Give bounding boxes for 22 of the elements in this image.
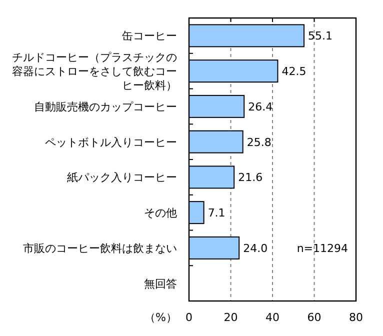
x-axis-title: （%） [144, 311, 177, 324]
x-tick-label: 20 [224, 311, 238, 324]
y-tick-label: 無回答 [144, 277, 177, 290]
x-tick-label: 80 [349, 311, 363, 324]
data-label: 24.0 [243, 242, 268, 255]
x-tick-label: 0 [186, 311, 192, 324]
data-label: 26.4 [248, 100, 273, 114]
x-tick-label: 60 [307, 311, 322, 324]
y-tick-label: 市販のコーヒー飲料は飲まない [23, 242, 177, 255]
data-label: 21.6 [238, 171, 263, 184]
x-tick-label: 40 [266, 311, 280, 324]
y-tick-label: 缶コーヒー [122, 30, 177, 43]
y-tick-label: その他 [144, 206, 177, 220]
y-tick-label: 自動販売機のカップコーヒー [34, 100, 177, 114]
y-tick-label: チルドコーヒー（プラスチックの容器にストローをさして飲むコーヒー飲料） [12, 51, 177, 92]
data-label: 7.1 [208, 206, 226, 220]
data-label: 55.1 [308, 30, 333, 43]
data-label: 42.5 [282, 65, 306, 78]
y-tick-label: ペットボトル入りコーヒー [45, 136, 177, 149]
y-tick-label: 紙パック入りコーヒー [67, 171, 177, 184]
data-label: 25.8 [246, 136, 272, 149]
annotation: n=11294 [296, 242, 348, 255]
